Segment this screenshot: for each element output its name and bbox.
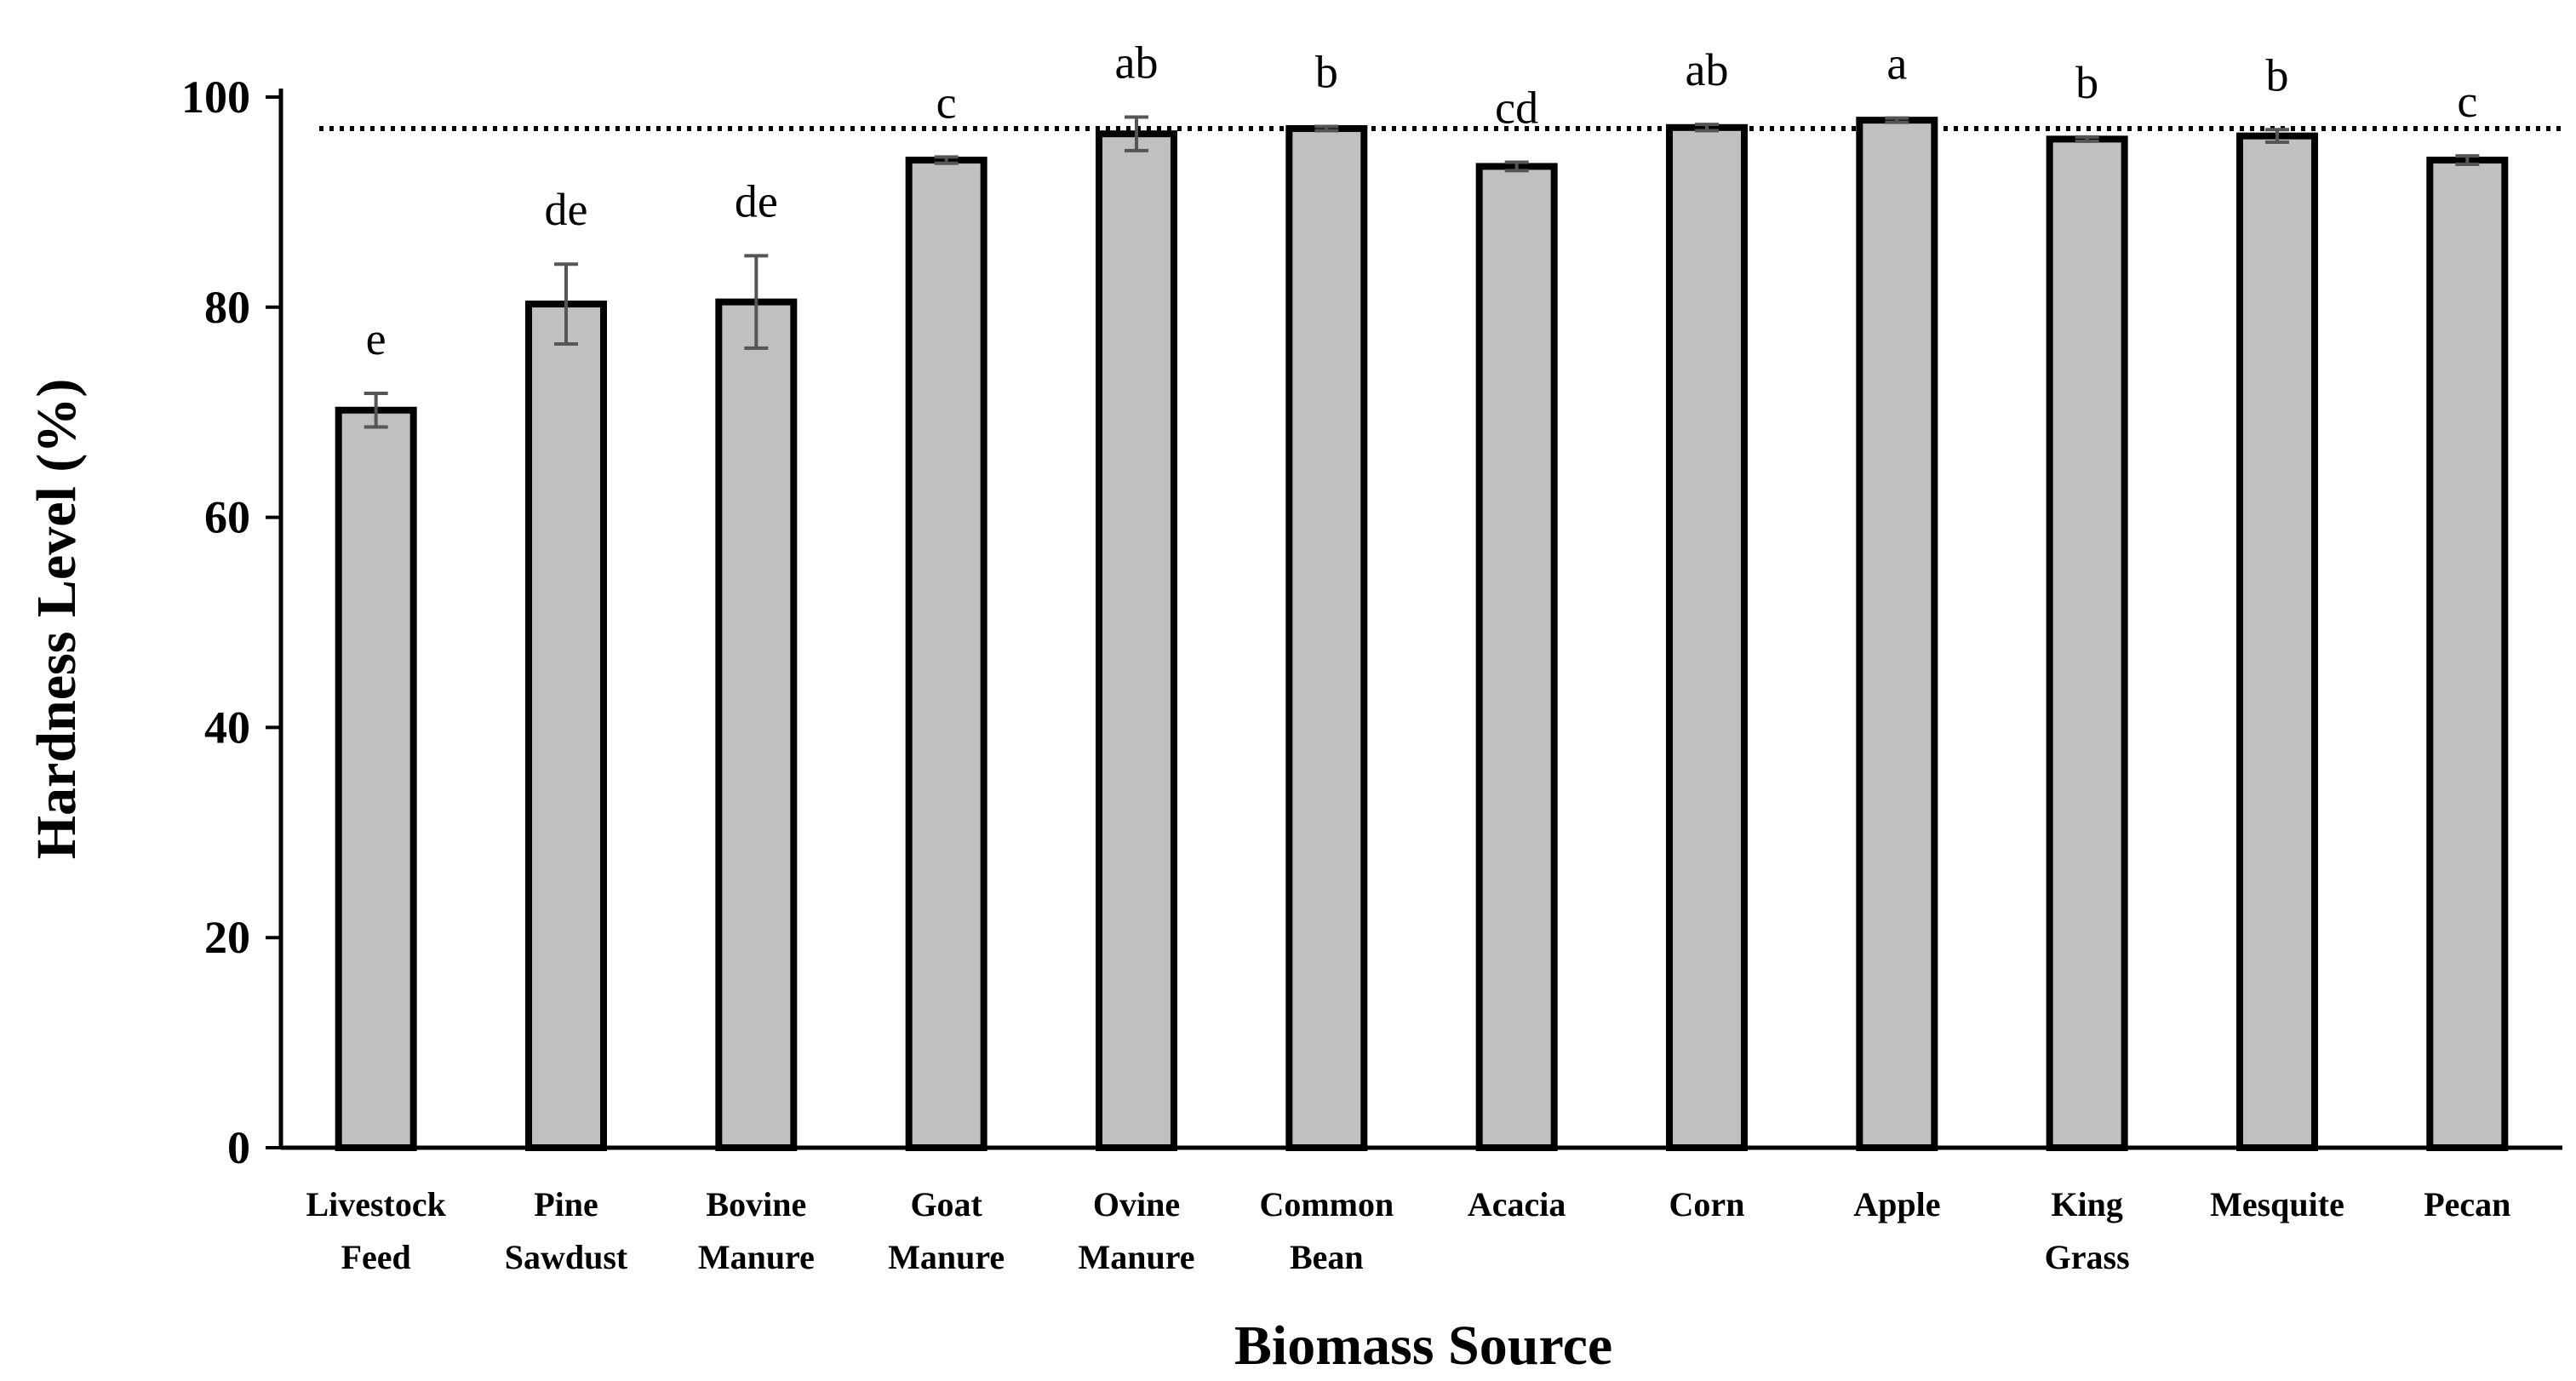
x-category-label: Corn: [1669, 1185, 1745, 1223]
bar: [1856, 117, 1938, 1152]
bar: [2426, 157, 2509, 1151]
x-category-label: Acacia: [1468, 1185, 1566, 1223]
bar: [1096, 130, 1177, 1152]
bar: [1475, 163, 1558, 1152]
significance-letter: cd: [1495, 83, 1538, 134]
significance-letter: de: [545, 184, 588, 235]
bar: [525, 301, 607, 1151]
significance-letter: ab: [1115, 37, 1159, 88]
x-category-label: King: [2051, 1185, 2122, 1223]
bar: [1285, 125, 1368, 1151]
x-category-label: Pine: [534, 1185, 598, 1223]
x-category-label: Manure: [698, 1238, 815, 1276]
significance-letter: c: [936, 77, 957, 128]
x-category-label: Grass: [2045, 1238, 2130, 1276]
y-axis-title: Hardness Level (%): [26, 379, 88, 860]
x-category-label: Feed: [341, 1238, 411, 1276]
bar: [2236, 132, 2318, 1152]
x-category-label: Ovine: [1093, 1185, 1180, 1223]
significance-letter: a: [1886, 38, 1907, 89]
significance-letter: b: [2075, 57, 2098, 108]
y-tick-label: 60: [204, 492, 250, 543]
y-tick-label: 80: [204, 282, 250, 333]
x-category-label: Mesquite: [2210, 1185, 2344, 1223]
x-category-label: Livestock: [306, 1185, 446, 1223]
y-tick-label: 100: [181, 72, 250, 123]
x-category-label: Apple: [1853, 1185, 1940, 1223]
y-tick-label: 20: [204, 912, 250, 963]
axes-group: [278, 89, 2562, 1150]
bar: [335, 406, 417, 1151]
bar: [1666, 123, 1748, 1151]
significance-letter: ab: [1686, 44, 1729, 95]
x-category-label: Pecan: [2424, 1185, 2510, 1223]
y-tick-label: 0: [227, 1122, 250, 1173]
x-axis-title: Biomass Source: [1234, 1315, 1612, 1377]
significance-letter: b: [1315, 47, 1338, 98]
significance-letter: e: [366, 313, 386, 364]
x-category-label: Common: [1259, 1185, 1394, 1223]
bar: [2046, 135, 2128, 1152]
significance-letter: c: [2457, 76, 2477, 127]
category-labels-group: Livestock Feed Pine Sawdust Bovine Manure Goat…: [306, 1185, 2510, 1276]
significance-letter: de: [735, 175, 778, 226]
x-category-label: Sawdust: [505, 1238, 628, 1276]
x-category-label: Bovine: [706, 1185, 806, 1223]
y-axis-ticks: 0 20 40 60 80 100: [181, 72, 281, 1173]
bar: [905, 157, 987, 1151]
x-category-label: Manure: [888, 1238, 1005, 1276]
y-tick-label: 40: [204, 702, 250, 753]
significance-letter: b: [2266, 49, 2289, 100]
x-category-label: Manure: [1078, 1238, 1194, 1276]
x-category-label: Bean: [1290, 1238, 1364, 1276]
x-category-label: Goat: [910, 1185, 982, 1223]
bar: [715, 298, 798, 1151]
